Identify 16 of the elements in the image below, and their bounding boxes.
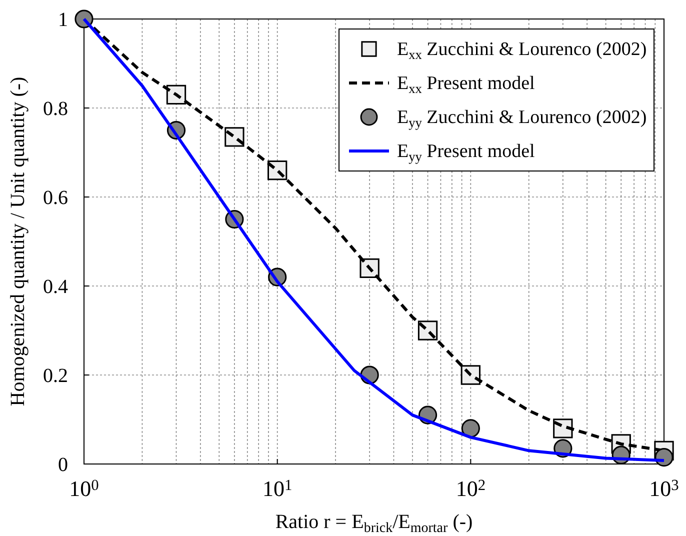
x-tick-label: 10$^{3}$ — [649, 476, 680, 501]
x-axis-title: Ratio r = E$_{brick}$/E$_{mortar}$ (-) — [275, 511, 473, 536]
legend-label: E$_{yy}$ Zucchini & Lourenco (2002) — [397, 107, 647, 130]
y-tick-label: 0.4 — [43, 276, 68, 298]
y-tick-label: 0.6 — [43, 187, 68, 209]
y-tick-label: 0 — [58, 454, 68, 476]
y-tick-label: 0.2 — [43, 365, 68, 387]
y-tick-label: 1 — [58, 9, 68, 31]
legend-label: E$_{xx}$ Zucchini & Lourenco (2002) — [397, 39, 647, 62]
x-tick-label: 10$^{2}$ — [456, 476, 486, 501]
y-axis-title: Homogenized quantity / Unit quantity (-) — [7, 76, 29, 406]
x-tick-label: 10$^{1}$ — [262, 476, 292, 501]
legend-label: E$_{yy}$ Present model — [397, 141, 535, 164]
legend-label: E$_{xx}$ Present model — [397, 73, 535, 96]
x-tick-label: 10$^{0}$ — [69, 476, 100, 501]
y-tick-label: 0.8 — [43, 98, 68, 120]
